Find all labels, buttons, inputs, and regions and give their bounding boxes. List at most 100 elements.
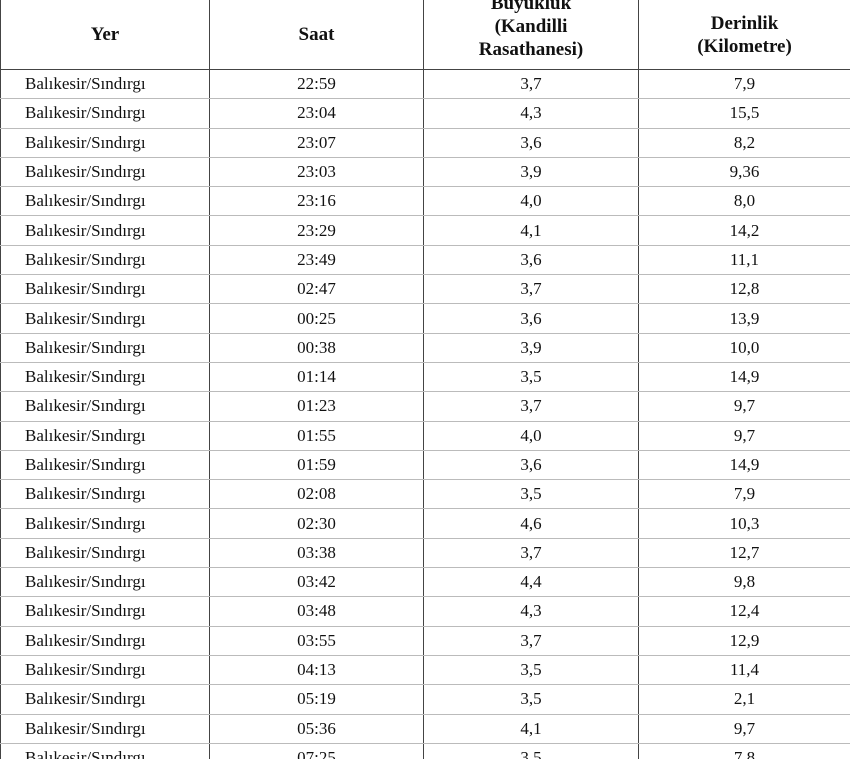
table-cell: 3,6 xyxy=(423,245,639,276)
table-cell: 3,5 xyxy=(423,743,639,759)
header-text: Büyüklük (Kandilli Rasathanesi) xyxy=(478,0,584,60)
table-cell: 12,7 xyxy=(638,538,850,569)
table-cell: Balıkesir/Sındırgı xyxy=(0,186,210,217)
table-cell: 07:25 xyxy=(209,743,424,759)
table-cell: 3,5 xyxy=(423,362,639,393)
table-row: Balıkesir/Sındırgı 03:48 4,3 12,4 xyxy=(0,596,850,627)
table-cell: 3,6 xyxy=(423,450,639,481)
table-cell: 3,6 xyxy=(423,128,639,158)
table-cell: 9,7 xyxy=(638,714,850,744)
table-cell: 8,0 xyxy=(638,186,850,217)
header-text: Saat xyxy=(298,24,335,45)
table-row: Balıkesir/Sındırgı 03:38 3,7 12,7 xyxy=(0,538,850,569)
table-cell: 15,5 xyxy=(638,98,850,129)
table-cell: 7,8 xyxy=(638,743,850,759)
table-cell: Balıkesir/Sındırgı xyxy=(0,743,210,759)
table-row: Balıkesir/Sındırgı 01:55 4,0 9,7 xyxy=(0,421,850,451)
table-row: Balıkesir/Sındırgı 04:13 3,5 11,4 xyxy=(0,655,850,686)
table-cell: 12,4 xyxy=(638,596,850,627)
table-cell: 01:14 xyxy=(209,362,424,393)
table-row: Balıkesir/Sındırgı 01:14 3,5 14,9 xyxy=(0,362,850,393)
table-cell: 4,4 xyxy=(423,567,639,598)
table-cell: Balıkesir/Sındırgı xyxy=(0,538,210,569)
table-cell: Balıkesir/Sındırgı xyxy=(0,157,210,188)
table-cell: 23:49 xyxy=(209,245,424,276)
header-row: Yer Saat Büyüklük (Kandilli Rasathanesi) De… xyxy=(0,0,850,70)
table-row: Balıkesir/Sındırgı 03:42 4,4 9,8 xyxy=(0,567,850,598)
table-cell: 11,1 xyxy=(638,245,850,276)
table-row: Balıkesir/Sındırgı 03:55 3,7 12,9 xyxy=(0,626,850,656)
table-cell: 8,2 xyxy=(638,128,850,158)
table-cell: 23:07 xyxy=(209,128,424,158)
table-cell: Balıkesir/Sındırgı xyxy=(0,567,210,598)
table-cell: Balıkesir/Sındırgı xyxy=(0,274,210,305)
header-text: Derinlik (Kilometre) xyxy=(697,12,792,57)
table-cell: Balıkesir/Sındırgı xyxy=(0,421,210,451)
table-cell: 9,36 xyxy=(638,157,850,188)
table-body: Balıkesir/Sındırgı 22:59 3,7 7,9 Balıkesir/S… xyxy=(0,69,850,759)
table-cell: 9,7 xyxy=(638,421,850,451)
table-cell: 10,0 xyxy=(638,333,850,363)
table-row: Balıkesir/Sındırgı 00:38 3,9 10,0 xyxy=(0,333,850,363)
table-cell: 03:42 xyxy=(209,567,424,598)
table-cell: 4,1 xyxy=(423,215,639,246)
table-cell: Balıkesir/Sındırgı xyxy=(0,450,210,481)
table-cell: 4,0 xyxy=(423,186,639,217)
table-cell: 3,7 xyxy=(423,274,639,305)
table-cell: Balıkesir/Sındırgı xyxy=(0,684,210,715)
table-cell: 11,4 xyxy=(638,655,850,686)
header-cell: Saat xyxy=(209,0,424,70)
table-cell: 00:38 xyxy=(209,333,424,363)
table-cell: 3,5 xyxy=(423,684,639,715)
table-cell: Balıkesir/Sındırgı xyxy=(0,69,210,100)
table-cell: 9,8 xyxy=(638,567,850,598)
table-cell: 4,3 xyxy=(423,98,639,129)
table-row: Balıkesir/Sındırgı 22:59 3,7 7,9 xyxy=(0,69,850,100)
table-cell: 14,9 xyxy=(638,450,850,481)
table-cell: 04:13 xyxy=(209,655,424,686)
table-row: Balıkesir/Sındırgı 23:04 4,3 15,5 xyxy=(0,98,850,129)
table-cell: Balıkesir/Sındırgı xyxy=(0,128,210,158)
table-cell: 10,3 xyxy=(638,508,850,539)
table-cell: Balıkesir/Sındırgı xyxy=(0,98,210,129)
table-cell: Balıkesir/Sındırgı xyxy=(0,245,210,276)
table-cell: 7,9 xyxy=(638,479,850,510)
table-cell: 05:36 xyxy=(209,714,424,744)
table-cell: 23:16 xyxy=(209,186,424,217)
table-cell: 3,7 xyxy=(423,69,639,100)
table-cell: 3,7 xyxy=(423,538,639,569)
table-cell: 2,1 xyxy=(638,684,850,715)
table-row: Balıkesir/Sındırgı 23:07 3,6 8,2 xyxy=(0,128,850,158)
table-row: Balıkesir/Sındırgı 23:49 3,6 11,1 xyxy=(0,245,850,276)
table-row: Balıkesir/Sındırgı 01:23 3,7 9,7 xyxy=(0,391,850,422)
table-cell: 01:55 xyxy=(209,421,424,451)
table-cell: 05:19 xyxy=(209,684,424,715)
table-cell: Balıkesir/Sındırgı xyxy=(0,479,210,510)
table-row: Balıkesir/Sındırgı 05:19 3,5 2,1 xyxy=(0,684,850,715)
table-cell: 23:03 xyxy=(209,157,424,188)
table-cell: 3,6 xyxy=(423,303,639,334)
table-cell: 4,0 xyxy=(423,421,639,451)
table-cell: 03:55 xyxy=(209,626,424,656)
table-row: Balıkesir/Sındırgı 02:47 3,7 12,8 xyxy=(0,274,850,305)
table-cell: 12,9 xyxy=(638,626,850,656)
table-row: Balıkesir/Sındırgı 02:08 3,5 7,9 xyxy=(0,479,850,510)
table-row: Balıkesir/Sındırgı 23:29 4,1 14,2 xyxy=(0,215,850,246)
table-cell: Balıkesir/Sındırgı xyxy=(0,391,210,422)
table-cell: 02:30 xyxy=(209,508,424,539)
table-cell: 3,7 xyxy=(423,626,639,656)
table-cell: 3,9 xyxy=(423,157,639,188)
table-cell: 01:23 xyxy=(209,391,424,422)
table-cell: 3,9 xyxy=(423,333,639,363)
header-text: Yer xyxy=(90,24,120,45)
table-cell: 03:38 xyxy=(209,538,424,569)
table-cell: 4,3 xyxy=(423,596,639,627)
table-cell: 23:29 xyxy=(209,215,424,246)
table-row: Balıkesir/Sındırgı 07:25 3,5 7,8 xyxy=(0,743,850,759)
header-cell: Derinlik (Kilometre) xyxy=(638,0,850,70)
table-cell: Balıkesir/Sındırgı xyxy=(0,362,210,393)
table-cell: 02:47 xyxy=(209,274,424,305)
table-cell: 03:48 xyxy=(209,596,424,627)
